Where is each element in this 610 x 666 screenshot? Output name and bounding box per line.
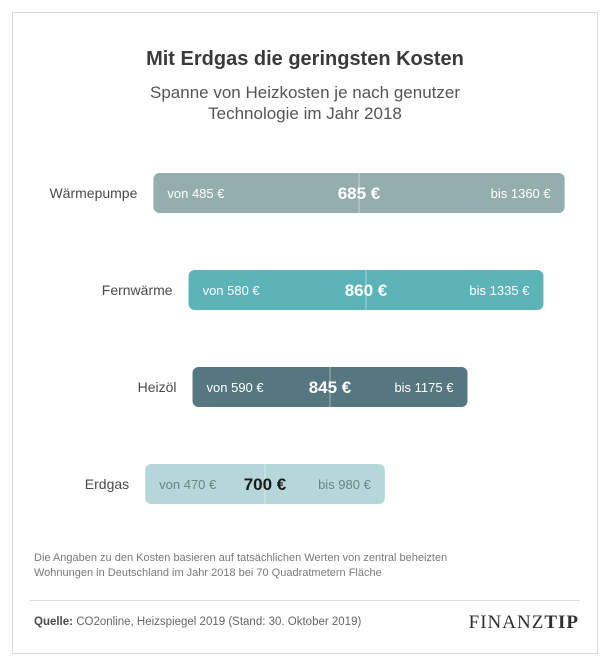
finanztip-logo: FINANZTIP	[469, 612, 579, 634]
range-bar	[188, 270, 544, 310]
footnote-line-2: Wohnungen in Deutschland im Jahr 2018 be…	[34, 567, 382, 579]
chart-subtitle: Spanne von Heizkosten je nach genutzer T…	[0, 82, 610, 124]
chart-title: Mit Erdgas die geringsten Kosten	[146, 48, 464, 70]
min-label: von 485 €	[167, 186, 225, 201]
source-text: CO2online, Heizspiegel 2019 (Stand: 30. …	[76, 616, 362, 628]
category-label: Erdgas	[85, 476, 129, 492]
max-label: bis 1360 €	[491, 186, 552, 201]
range-bar	[145, 464, 385, 504]
max-label: bis 980 €	[318, 477, 372, 492]
category-label: Fernwärme	[102, 282, 173, 298]
mean-label: 685 €	[338, 184, 381, 203]
source-note: Quelle: CO2online, Heizspiegel 2019 (Sta…	[34, 616, 361, 628]
footnote: Die Angaben zu den Kosten basieren auf t…	[34, 551, 574, 581]
min-label: von 470 €	[159, 477, 217, 492]
max-label: bis 1175 €	[394, 380, 454, 395]
min-label: von 580 €	[203, 283, 261, 298]
logo-part-2: TIP	[544, 612, 579, 633]
logo-part-1: FINANZ	[468, 612, 545, 633]
chart-frame	[12, 12, 598, 654]
divider	[30, 600, 580, 601]
source-label: Quelle:	[34, 616, 73, 628]
footnote-line-1: Die Angaben zu den Kosten basieren auf t…	[34, 552, 448, 564]
range-bar	[153, 173, 565, 213]
min-label: von 590 €	[207, 380, 265, 395]
range-bar	[192, 367, 468, 407]
category-label: Heizöl	[138, 379, 177, 395]
subtitle-line-1: Spanne von Heizkosten je nach genutzer	[150, 83, 460, 102]
max-label: bis 1335 €	[469, 283, 530, 298]
category-label: Wärmepumpe	[49, 185, 137, 201]
mean-label: 860 €	[345, 281, 388, 300]
range-bar-chart: Wärmepumpe von 485 € 685 € bis 1360 € Fernwä…	[49, 173, 565, 504]
subtitle-line-2: Technologie im Jahr 2018	[208, 104, 402, 123]
mean-label: 700 €	[244, 475, 287, 494]
mean-label: 845 €	[309, 378, 352, 397]
